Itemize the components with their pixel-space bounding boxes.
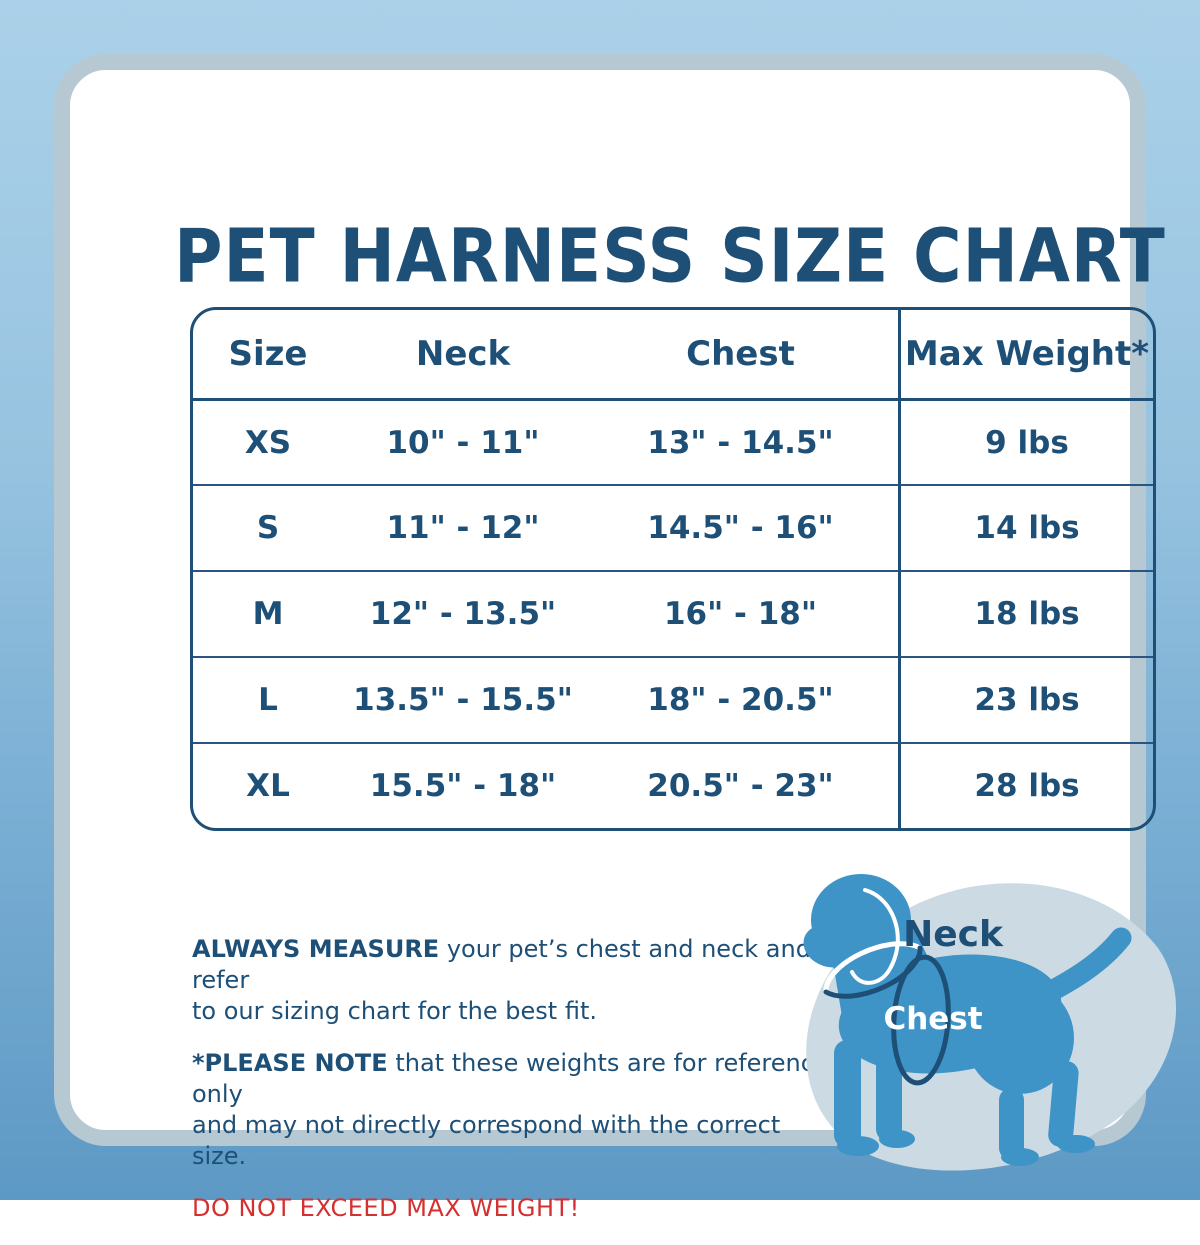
max-weight-cell: 14 lbs bbox=[898, 484, 1153, 570]
dog-hind-paw bbox=[1057, 1135, 1095, 1153]
note-always-measure-text: your pet’s chest and neck and refer bbox=[192, 935, 811, 994]
column-header-neck: Neck bbox=[415, 334, 511, 374]
neck-cell: 10" - 11" bbox=[343, 398, 583, 484]
size-chart-card: PET HARNESS SIZE CHART Size Neck Chest M… bbox=[54, 54, 1177, 1222]
neck-label: Neck bbox=[903, 914, 1004, 955]
page-title: PET HARNESS SIZE CHART bbox=[174, 213, 1166, 300]
chest-cell: 20.5" - 23" bbox=[583, 742, 898, 828]
chest-label: Chest bbox=[883, 1001, 982, 1037]
notes-section: ALWAYS MEASURE your pet’s chest and neck… bbox=[192, 934, 832, 1245]
neck-cell: 12" - 13.5" bbox=[343, 570, 583, 656]
neck-cell: 15.5" - 18" bbox=[343, 742, 583, 828]
dog-front-leg bbox=[834, 1040, 861, 1148]
table-header-row: Size Neck Chest Max Weight* bbox=[193, 310, 1153, 398]
size-cell: M bbox=[193, 570, 343, 656]
max-weight-cell: 9 lbs bbox=[898, 398, 1153, 484]
neck-measure-loop-highlight bbox=[823, 941, 923, 995]
column-header-chest: Chest bbox=[686, 334, 795, 374]
size-table: Size Neck Chest Max Weight* XS 10" - 11"… bbox=[190, 307, 1156, 831]
max-weight-cell: 18 lbs bbox=[898, 570, 1153, 656]
max-weight-cell: 28 lbs bbox=[898, 742, 1153, 828]
size-cell: XS bbox=[193, 398, 343, 484]
chest-measure-loop bbox=[891, 954, 951, 1086]
chest-cell: 16" - 18" bbox=[583, 570, 898, 656]
dog-hind-paw-2 bbox=[1001, 1148, 1039, 1166]
note-always-measure: ALWAYS MEASURE your pet’s chest and neck… bbox=[192, 934, 832, 1027]
dog-diagram-svg: Neck Chest bbox=[803, 874, 1177, 1171]
note-please-note-text-line2: and may not directly correspond with the… bbox=[192, 1111, 781, 1170]
max-weight-cell: 23 lbs bbox=[898, 656, 1153, 742]
chest-cell: 13" - 14.5" bbox=[583, 398, 898, 484]
chest-cell: 14.5" - 16" bbox=[583, 484, 898, 570]
size-cell: L bbox=[193, 656, 343, 742]
dog-hind-thigh bbox=[966, 982, 1074, 1094]
table-row: M 12" - 13.5" 16" - 18" 18 lbs bbox=[193, 570, 1153, 656]
chest-cell: 18" - 20.5" bbox=[583, 656, 898, 742]
neck-cell: 13.5" - 15.5" bbox=[343, 656, 583, 742]
note-always-measure-text-line2: to our sizing chart for the best fit. bbox=[192, 997, 597, 1025]
dog-measurement-diagram: Neck Chest bbox=[768, 848, 1192, 1192]
ear-outline bbox=[850, 888, 900, 985]
note-please-note-lead: *PLEASE NOTE bbox=[192, 1049, 388, 1077]
table-row: S 11" - 12" 14.5" - 16" 14 lbs bbox=[193, 484, 1153, 570]
dog-hind-leg bbox=[1048, 1061, 1079, 1147]
column-header-size: Size bbox=[228, 334, 308, 374]
note-please-note: *PLEASE NOTE that these weights are for … bbox=[192, 1048, 832, 1172]
size-cell: S bbox=[193, 484, 343, 570]
dog-front-paw-2 bbox=[879, 1130, 915, 1148]
dog-front-leg-2 bbox=[876, 1046, 902, 1142]
column-header-max-weight: Max Weight* bbox=[898, 310, 1153, 398]
table-row: L 13.5" - 15.5" 18" - 20.5" 23 lbs bbox=[193, 656, 1153, 742]
neck-cell: 11" - 12" bbox=[343, 484, 583, 570]
max-weight-warning: DO NOT EXCEED MAX WEIGHT! bbox=[192, 1194, 580, 1222]
note-please-note-text: that these weights are for reference onl… bbox=[192, 1049, 829, 1108]
table-row: XL 15.5" - 18" 20.5" - 23" 28 lbs bbox=[193, 742, 1153, 828]
note-always-measure-lead: ALWAYS MEASURE bbox=[192, 935, 440, 963]
table-row: XS 10" - 11" 13" - 14.5" 9 lbs bbox=[193, 398, 1153, 484]
dog-front-paw bbox=[837, 1136, 879, 1156]
size-cell: XL bbox=[193, 742, 343, 828]
dog-hind-leg-2 bbox=[999, 1088, 1024, 1160]
